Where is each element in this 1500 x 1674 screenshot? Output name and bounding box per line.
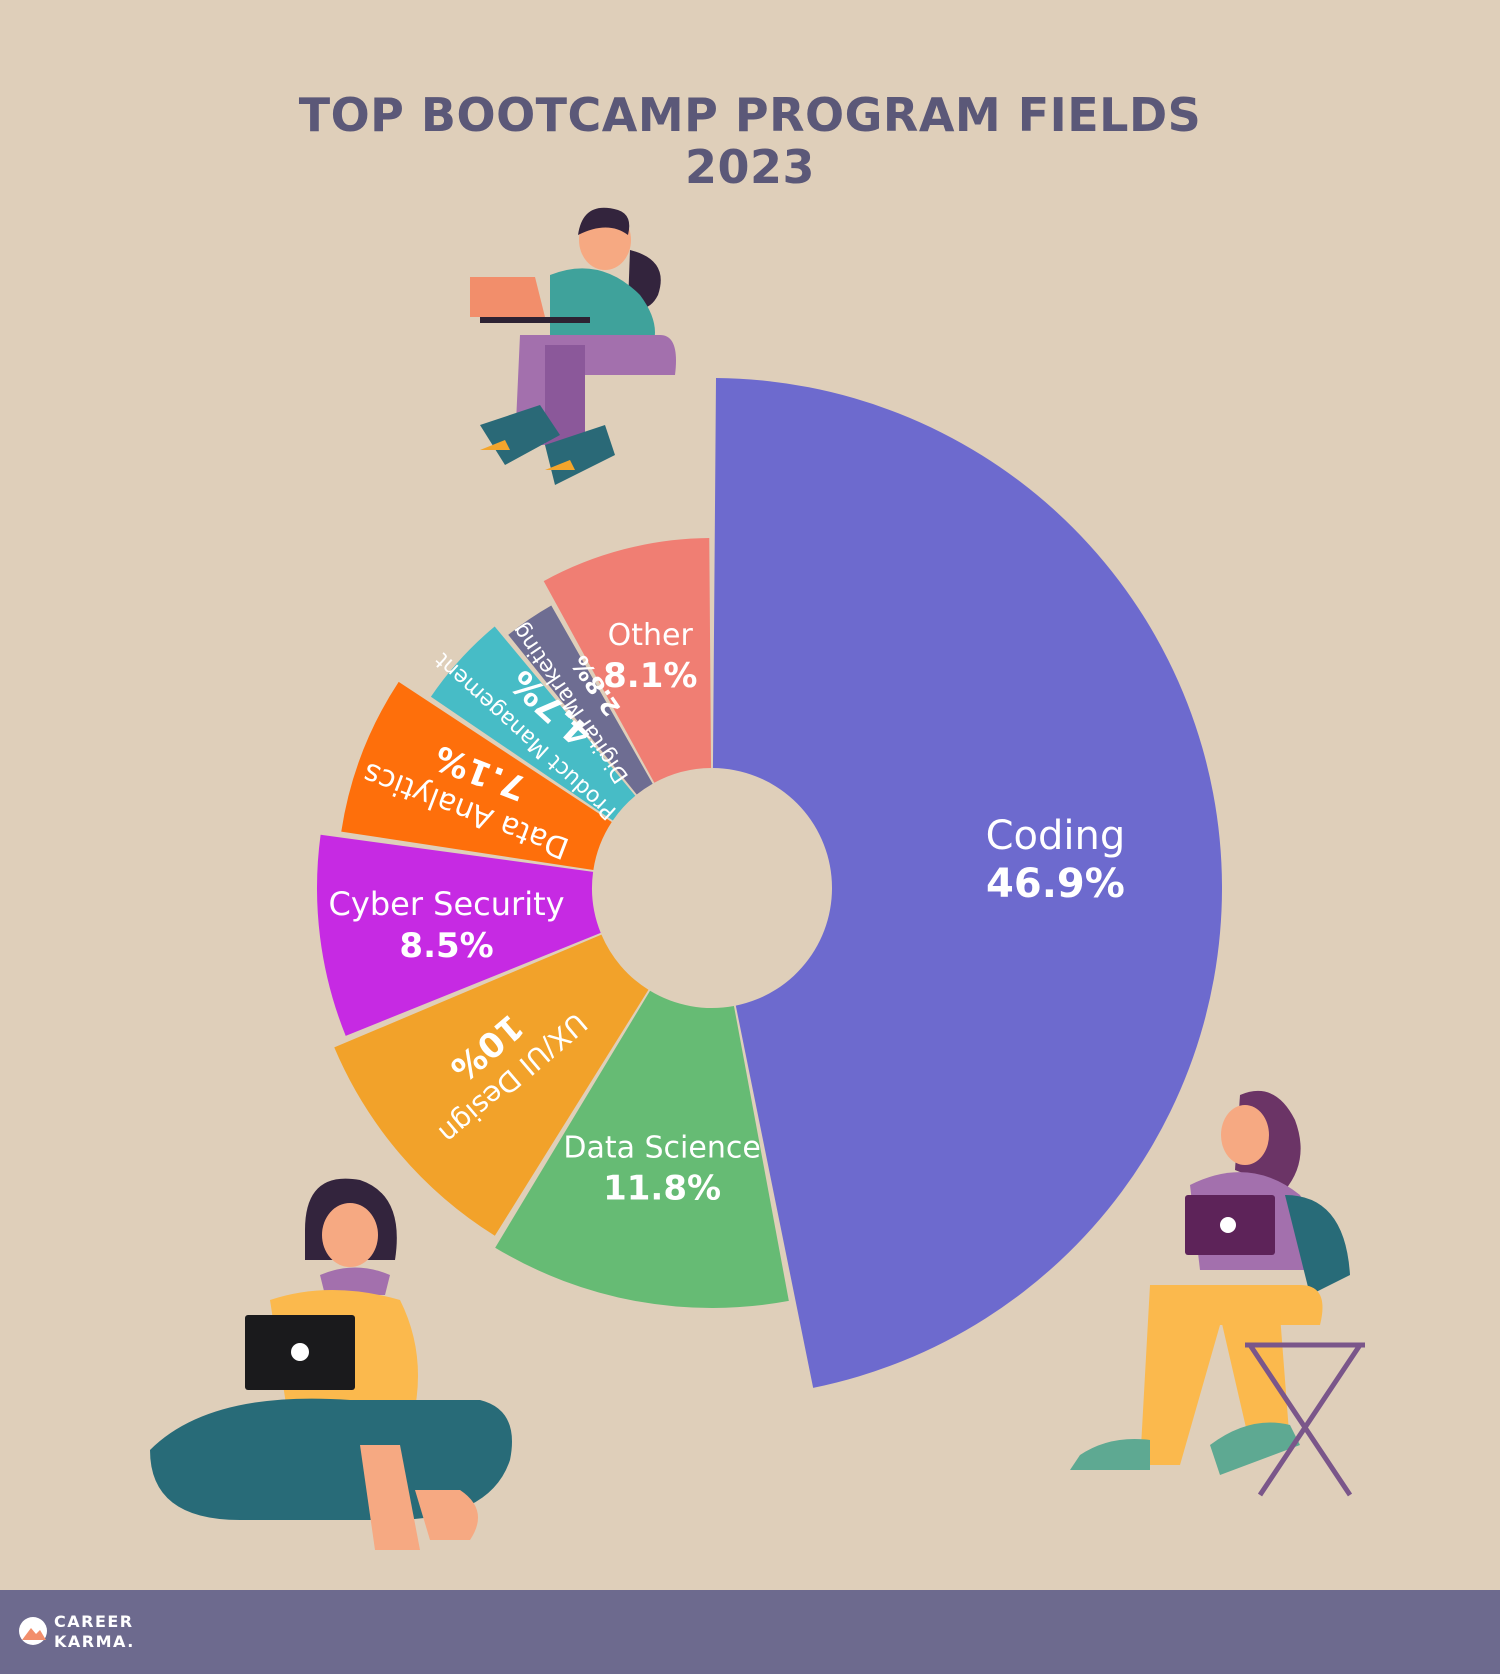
slice-value-label: 11.8% bbox=[603, 1169, 721, 1209]
footer-bar bbox=[0, 1590, 1500, 1674]
slice-ux-ui-design bbox=[334, 934, 649, 1236]
chart-title-line2: 2023 bbox=[684, 140, 816, 194]
slice-coding bbox=[712, 378, 1223, 1388]
brand-name-line1: CAREER bbox=[54, 1612, 134, 1631]
slice-data-analytics bbox=[341, 681, 612, 870]
slice-data-science bbox=[495, 990, 789, 1309]
slice-category-label: Cyber Security bbox=[329, 885, 565, 923]
slice-cyber-security bbox=[317, 834, 601, 1036]
slice-category-label: Data Science bbox=[563, 1131, 760, 1166]
slice-other bbox=[543, 538, 712, 783]
chart-slices bbox=[317, 378, 1223, 1388]
woman-chair-tablet-illustration bbox=[1070, 1090, 1365, 1497]
brand-name-line2: KARMA. bbox=[54, 1632, 135, 1651]
slice-value-label: 8.1% bbox=[603, 656, 697, 696]
chart-title-line1: TOP BOOTCAMP PROGRAM FIELDS bbox=[298, 88, 1202, 142]
slice-value-label: 46.9% bbox=[986, 861, 1125, 907]
slice-value-label: 8.5% bbox=[399, 926, 493, 966]
slice-product-management bbox=[430, 626, 636, 821]
slice-category-label: Other bbox=[608, 618, 694, 653]
slice-digital-marketing bbox=[508, 605, 653, 795]
career-karma-logo-icon bbox=[19, 1617, 47, 1645]
woman-tablet-sitting-illustration bbox=[150, 1178, 512, 1550]
career-karma-logo: CAREER KARMA. bbox=[18, 1610, 148, 1658]
woman-laptop-illustration bbox=[470, 207, 676, 485]
slice-category-label: Coding bbox=[986, 813, 1126, 859]
